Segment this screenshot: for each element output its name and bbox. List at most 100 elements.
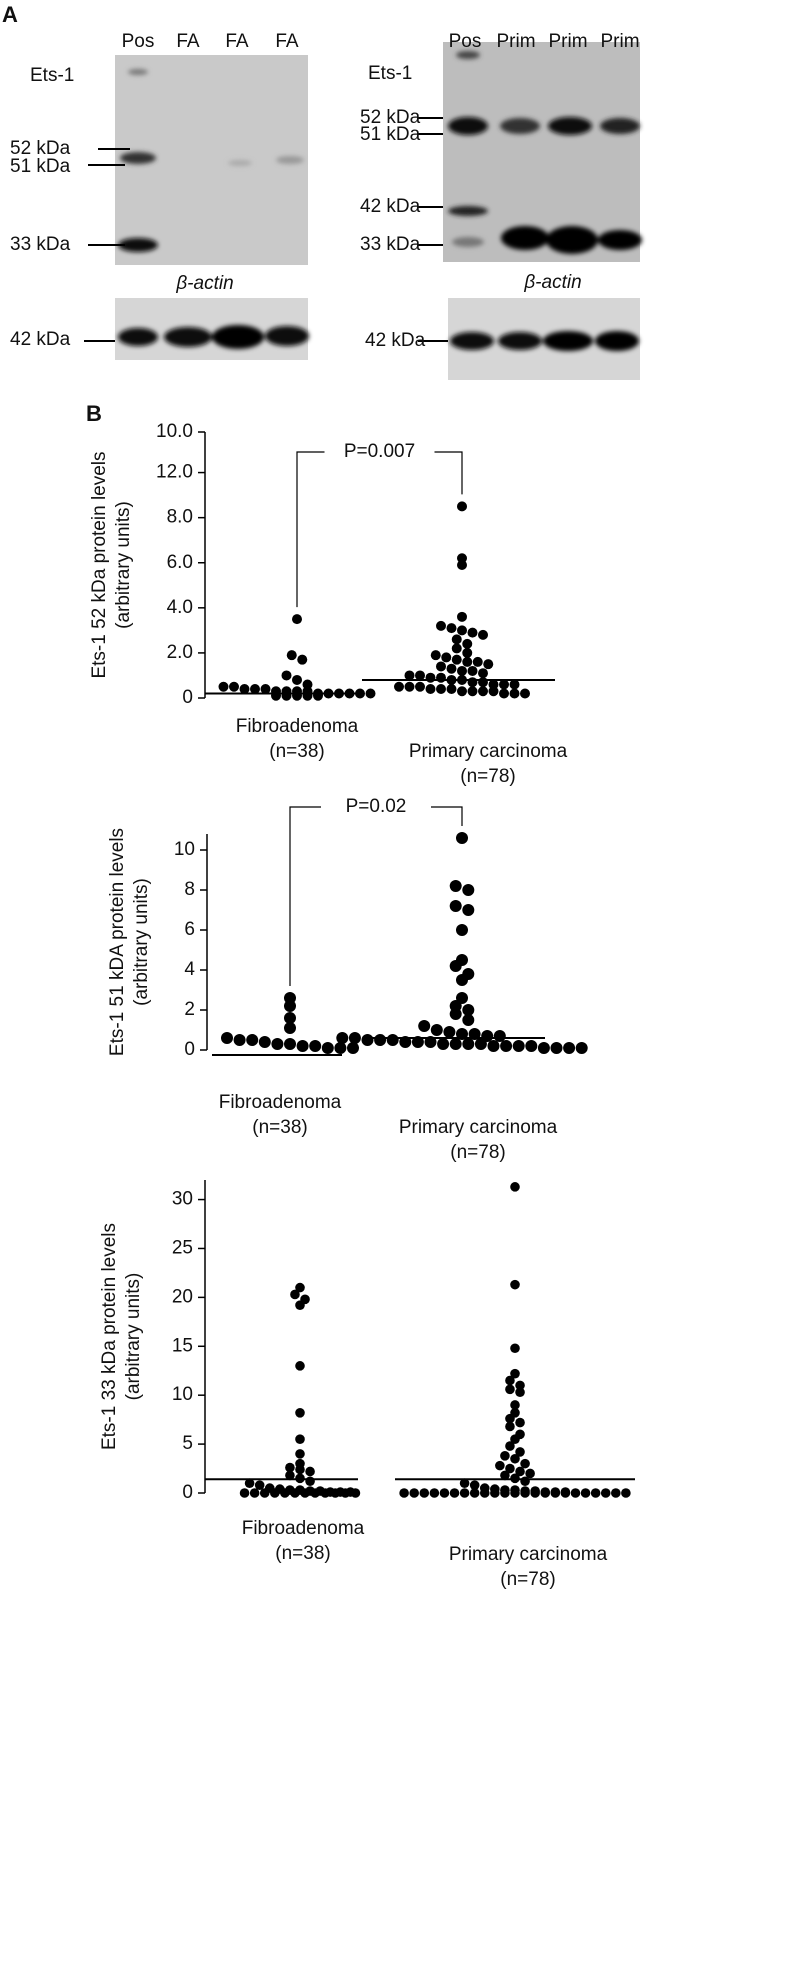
- data-point: [281, 690, 292, 701]
- y-tick-label: 4.0: [167, 597, 193, 618]
- y-tick-label: 12.0: [156, 462, 193, 483]
- x-category-note: (n=78): [460, 766, 515, 787]
- annotation: P=0.007: [344, 441, 415, 462]
- y-axis-label: (arbitrary units): [113, 501, 134, 629]
- y-tick-label: 6: [184, 919, 195, 940]
- data-point: [478, 668, 488, 679]
- data-point: [330, 1488, 341, 1498]
- data-point: [305, 1466, 315, 1477]
- data-point: [457, 625, 467, 636]
- y-tick-label: 10: [174, 839, 195, 860]
- data-point: [295, 1434, 305, 1445]
- data-point: [457, 501, 467, 512]
- data-point: [271, 1038, 284, 1050]
- data-point: [493, 1030, 506, 1042]
- data-point: [510, 1343, 520, 1354]
- data-point: [459, 1478, 470, 1489]
- data-point: [321, 1042, 334, 1054]
- x-category-note: (n=38): [269, 741, 324, 762]
- data-point: [295, 1300, 305, 1310]
- marker-label: 51 kDa: [10, 156, 71, 177]
- data-point: [488, 686, 499, 697]
- data-point: [509, 688, 520, 699]
- data-point: [350, 1488, 361, 1498]
- y-tick-label: 8: [184, 879, 195, 900]
- y-tick-label: 0: [184, 1039, 195, 1060]
- data-point: [505, 1375, 515, 1386]
- data-point: [478, 629, 488, 640]
- bands: [118, 69, 304, 252]
- data-point: [487, 1040, 500, 1052]
- data-point: [334, 1042, 347, 1054]
- data-point: [430, 650, 441, 661]
- y-axis-label: (arbitrary units): [131, 878, 152, 1006]
- data-point: [550, 1042, 563, 1054]
- data-point: [429, 1488, 440, 1498]
- data-point: [456, 924, 468, 936]
- y-tick-label: 4: [184, 959, 195, 980]
- data-point: [467, 627, 478, 638]
- data-point: [457, 560, 467, 570]
- data-point: [441, 652, 452, 663]
- data-point: [462, 1038, 475, 1050]
- data-point: [436, 672, 446, 683]
- data-point: [419, 1488, 430, 1498]
- data-point: [500, 1470, 510, 1481]
- data-point: [515, 1447, 525, 1457]
- data-point: [254, 1480, 265, 1490]
- data-point: [510, 1368, 520, 1379]
- data-point: [510, 1400, 520, 1410]
- data-point: [495, 1460, 505, 1471]
- marker-label: 33 kDa: [10, 234, 71, 255]
- data-point: [436, 661, 446, 672]
- data-point: [469, 1480, 480, 1490]
- data-point: [430, 1024, 443, 1036]
- x-category-label: Fibroadenoma: [219, 1092, 342, 1113]
- data-point: [340, 1488, 351, 1498]
- marker-label: 33 kDa: [360, 234, 421, 255]
- data-point: [467, 677, 478, 688]
- data-point: [436, 683, 446, 694]
- data-point: [439, 1488, 450, 1498]
- data-point: [550, 1488, 561, 1498]
- data-point: [474, 1038, 487, 1050]
- data-point: [270, 1488, 280, 1498]
- data-point: [295, 1449, 305, 1459]
- data-point: [505, 1421, 515, 1432]
- data-point: [512, 1040, 525, 1052]
- control-label: β-actin: [175, 273, 233, 294]
- data-point: [415, 681, 425, 692]
- protein-label: Ets-1: [30, 65, 74, 86]
- data-point: [404, 670, 415, 681]
- data-point: [284, 1000, 296, 1012]
- y-tick-label: 10: [172, 1384, 193, 1405]
- data-point: [600, 1488, 611, 1498]
- data-point: [467, 665, 478, 676]
- data-point: [510, 1279, 520, 1290]
- data-point: [457, 611, 467, 622]
- y-tick-label: 0: [182, 687, 193, 708]
- marker-label: 52 kDa: [10, 138, 71, 159]
- bands: [448, 51, 642, 254]
- data-point: [510, 1453, 520, 1464]
- data-point: [462, 638, 473, 649]
- x-category-note: (n=78): [450, 1142, 505, 1163]
- marker-label: 42 kDa: [360, 196, 421, 217]
- data-point: [510, 1488, 520, 1498]
- data-point: [295, 1407, 305, 1418]
- data-point: [285, 1462, 295, 1473]
- data-point: [309, 1040, 322, 1052]
- data-point: [499, 688, 509, 699]
- lane-label: Prim: [600, 31, 639, 52]
- y-axis-label: (arbitrary units): [123, 1273, 144, 1401]
- data-point: [229, 681, 239, 692]
- y-tick-label: 6.0: [167, 552, 193, 573]
- data-point: [478, 686, 488, 697]
- marker-label: 52 kDa: [360, 107, 421, 128]
- data-point: [520, 1476, 530, 1487]
- lane-label: FA: [275, 31, 299, 52]
- y-tick-label: 2.0: [167, 642, 193, 663]
- data-point: [499, 679, 509, 690]
- y-tick-label: 25: [172, 1237, 193, 1258]
